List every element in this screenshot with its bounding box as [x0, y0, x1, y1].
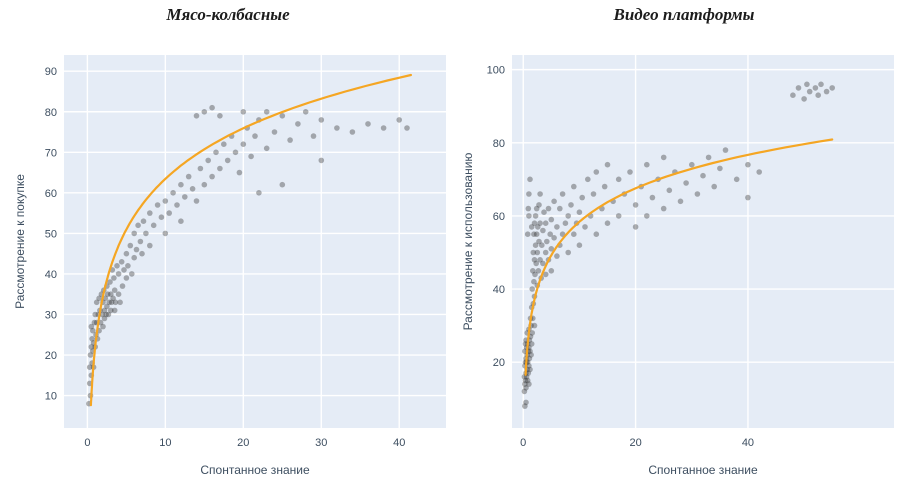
x-tick-label: 40: [742, 437, 754, 449]
x-axis-title: Спонтанное знание: [200, 463, 310, 477]
x-tick-label: 0: [84, 437, 90, 449]
y-axis-title: Рассмотрение к покупке: [13, 174, 27, 309]
y-tick-label: 80: [493, 138, 505, 150]
y-axis-title: Рассмотрение к использованию: [461, 153, 475, 331]
chart-panel-meat: Мясо-колбасные 0 10 20 30 40 10 20 30 40 50 60 70 80…: [13, 5, 446, 477]
y-tick-label: 20: [45, 350, 57, 362]
trend-line: [524, 138, 834, 376]
chart-title-video: Видео платформы: [613, 5, 755, 24]
scatter-chart-video: 0 20 40 20 40 60 80 100 Спонтанное знание Рассмот…: [461, 55, 894, 477]
y-tick-label: 50: [45, 228, 57, 240]
y-tick-label: 40: [45, 269, 57, 281]
chart-title-meat: Мясо-колбасные: [166, 5, 290, 24]
x-tick-label: 0: [520, 437, 526, 449]
x-tick-label: 30: [315, 437, 327, 449]
y-tick-label: 60: [45, 188, 57, 200]
scatter-chart-meat: 0 10 20 30 40 10 20 30 40 50 60 70 80 90 Спонтанное зн…: [13, 55, 446, 477]
y-tick-label: 20: [493, 357, 505, 369]
y-tick-label: 90: [45, 66, 57, 78]
x-tick-label: 10: [159, 437, 171, 449]
plot-area: [64, 55, 446, 428]
trend-line: [89, 73, 412, 407]
y-tick-label: 70: [45, 147, 57, 159]
y-tick-label: 10: [45, 391, 57, 403]
gridlines: 0 20 40 20 40 60 80 100: [487, 55, 894, 449]
y-tick-label: 40: [493, 284, 505, 296]
y-tick-label: 80: [45, 107, 57, 119]
y-tick-label: 100: [487, 65, 505, 77]
y-tick-label: 30: [45, 309, 57, 321]
x-axis-title: Спонтанное знание: [648, 463, 758, 477]
x-tick-label: 20: [629, 437, 641, 449]
x-tick-label: 40: [393, 437, 405, 449]
plot-area: [512, 55, 894, 428]
gridlines: 0 10 20 30 40 10 20 30 40 50 60 70 80 90: [45, 55, 446, 449]
y-tick-label: 60: [493, 211, 505, 223]
chart-panel-video: Видео платформы 0 20 40 20 40 60 80 100 Спонтанн…: [456, 0, 912, 502]
x-tick-label: 20: [237, 437, 249, 449]
scatter-points: [86, 104, 410, 407]
